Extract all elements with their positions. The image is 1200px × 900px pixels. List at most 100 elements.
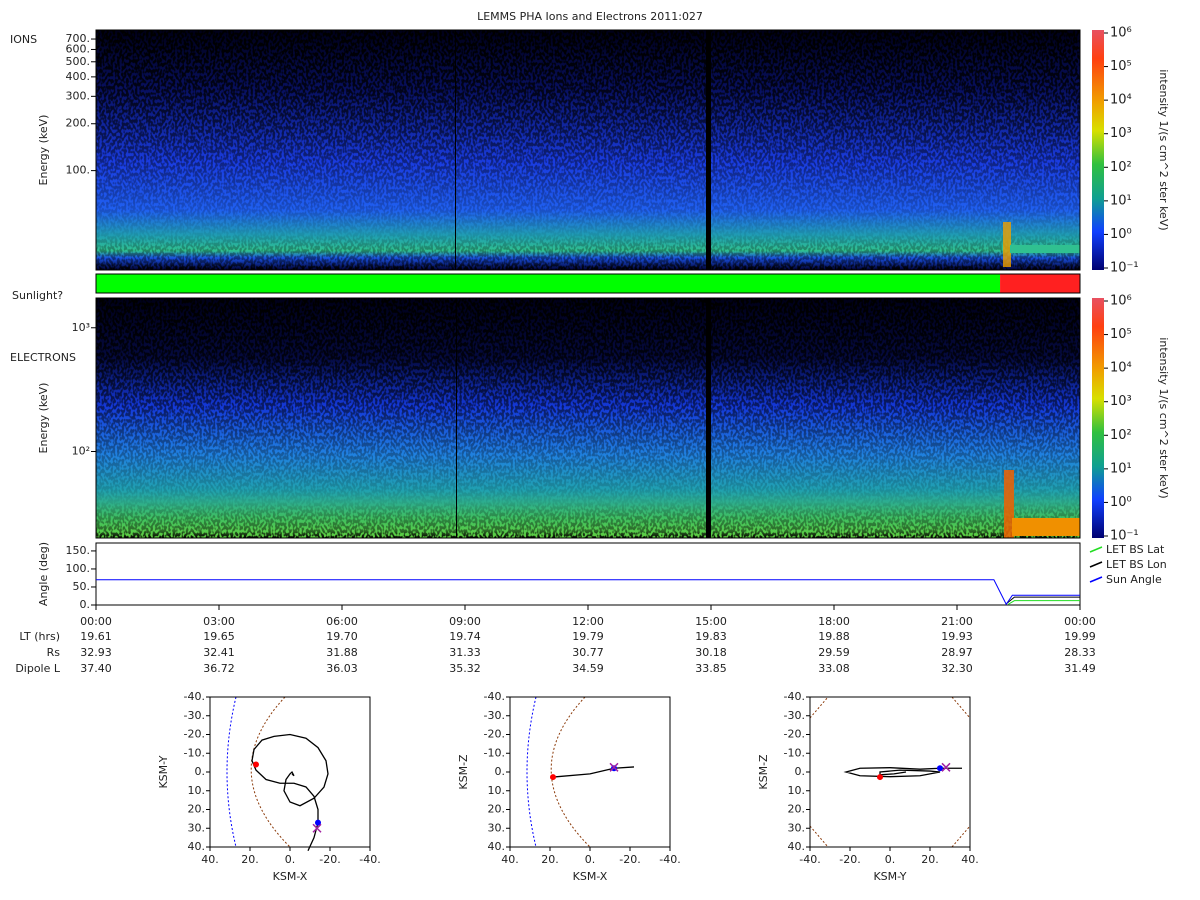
ephemeris-value: 28.33 <box>1064 646 1096 659</box>
y-axis-title: Angle (deg) <box>37 542 50 606</box>
trajectory <box>251 733 329 852</box>
y-tick-label: 30. <box>788 821 806 834</box>
position-marker <box>315 819 321 826</box>
legend-swatch <box>1089 546 1103 553</box>
y-tick-label: 10³ <box>72 321 90 334</box>
y-tick-label: 20. <box>488 803 506 816</box>
ephemeris-value: 30.77 <box>572 646 604 659</box>
ephemeris-value: 31.88 <box>326 646 358 659</box>
series-line <box>1005 596 1080 605</box>
legend-label: LET BS Lat <box>1106 543 1165 556</box>
ephemeris-value: 36.72 <box>203 662 235 675</box>
x-tick-label: 18:00 <box>818 615 850 628</box>
plot-frame <box>95 273 1081 294</box>
ephemeris-value: 35.32 <box>449 662 481 675</box>
colorbar-title: intensity 1/(s cm^2 ster keV) <box>1157 337 1170 498</box>
legend-label: Sun Angle <box>1106 573 1162 586</box>
y-tick-label: 300. <box>66 89 91 102</box>
y-tick-label: 20. <box>788 803 806 816</box>
x-tick-label: 20. <box>921 853 939 866</box>
y-tick-label: -30. <box>184 709 205 722</box>
series-line <box>1007 600 1080 605</box>
sunlight-segment <box>1000 274 1080 293</box>
x-tick-label: 40. <box>201 853 219 866</box>
colorbar-tick-label: 10³ <box>1110 394 1132 409</box>
ephemeris-value: 19.93 <box>941 630 973 643</box>
legend-swatch <box>1089 576 1103 583</box>
y-axis-title: KSM-Y <box>157 755 170 788</box>
legend-label: LET BS Lon <box>1106 558 1167 571</box>
y-tick-label: -40. <box>484 690 505 703</box>
colorbar-tick-label: 10⁻¹ <box>1110 261 1139 276</box>
colorbar-tick-label: 10⁶ <box>1110 294 1132 309</box>
colorbar-title: intensity 1/(s cm^2 ster keV) <box>1157 69 1170 230</box>
y-tick-label: 40. <box>488 840 506 853</box>
ephemeris-value: 32.93 <box>80 646 112 659</box>
ephemeris-value: 19.99 <box>1064 630 1096 643</box>
position-marker <box>941 762 951 772</box>
y-tick-label: 10² <box>72 445 90 458</box>
ephemeris-value: 34.59 <box>572 662 604 675</box>
trajectory <box>552 766 635 778</box>
position-marker <box>609 762 619 772</box>
colorbar-tick-label: 10⁰ <box>1110 227 1132 242</box>
ephemeris-value: 36.03 <box>326 662 358 675</box>
ephemeris-value: 29.59 <box>818 646 850 659</box>
y-tick-label: -10. <box>784 746 805 759</box>
position-marker <box>253 761 259 768</box>
ephemeris-value: 32.41 <box>203 646 235 659</box>
colorbar-tick-label: 10⁻¹ <box>1110 529 1139 544</box>
y-tick-label: 20. <box>188 803 206 816</box>
y-axis-title: KSM-Z <box>457 754 470 790</box>
x-axis-title: KSM-X <box>573 870 608 883</box>
colorbar-tick-label: 10⁰ <box>1110 495 1132 510</box>
y-tick-label: 10. <box>788 784 806 797</box>
y-tick-label: 10. <box>488 784 506 797</box>
x-tick-label: 06:00 <box>326 615 358 628</box>
x-axis-title: KSM-X <box>273 870 308 883</box>
colorbar <box>1092 30 1104 270</box>
x-tick-label: -40. <box>799 853 820 866</box>
colorbar <box>1092 298 1104 538</box>
position-marker <box>937 765 943 772</box>
y-tick-label: 100. <box>66 164 91 177</box>
panel-label: Sunlight? <box>12 289 63 302</box>
y-tick-label: -20. <box>484 728 505 741</box>
x-tick-label: -20. <box>319 853 340 866</box>
ephemeris-value: 19.65 <box>203 630 235 643</box>
ephemeris-value: 31.49 <box>1064 662 1096 675</box>
x-tick-label: 20. <box>241 853 259 866</box>
y-tick-label: -20. <box>784 728 805 741</box>
colorbar-tick-label: 10⁴ <box>1110 361 1132 376</box>
ephemeris-label: Rs <box>47 646 61 659</box>
ephemeris-value: 19.61 <box>80 630 112 643</box>
colorbar-tick-label: 10² <box>1110 428 1132 443</box>
colorbar-tick-label: 10¹ <box>1110 193 1132 208</box>
ephemeris-value: 32.30 <box>941 662 973 675</box>
position-marker <box>877 774 883 781</box>
ephemeris-value: 33.85 <box>695 662 727 675</box>
y-axis-title: Energy (keV) <box>37 383 50 454</box>
y-tick-label: 600. <box>66 42 91 55</box>
x-tick-label: 40. <box>961 853 979 866</box>
y-tick-label: 500. <box>66 55 91 68</box>
legend-swatch <box>1089 561 1103 568</box>
x-tick-label: -40. <box>359 853 380 866</box>
y-tick-label: 50. <box>73 580 91 593</box>
colorbar-tick-label: 10⁵ <box>1110 327 1132 342</box>
x-tick-label: -40. <box>659 853 680 866</box>
colorbar-tick-label: 10⁴ <box>1110 93 1132 108</box>
y-tick-label: 0. <box>80 598 91 611</box>
y-tick-label: 30. <box>188 821 206 834</box>
ephemeris-value: 19.88 <box>818 630 850 643</box>
y-tick-label: 10. <box>188 784 206 797</box>
ephemeris-label: Dipole L <box>15 662 61 675</box>
x-tick-label: 00:00 <box>1064 615 1096 628</box>
panel-label: IONS <box>10 33 37 46</box>
plot-frame <box>809 696 971 848</box>
ephemeris-value: 31.33 <box>449 646 481 659</box>
x-tick-label: 20. <box>541 853 559 866</box>
x-tick-label: -20. <box>839 853 860 866</box>
position-marker <box>550 774 556 781</box>
